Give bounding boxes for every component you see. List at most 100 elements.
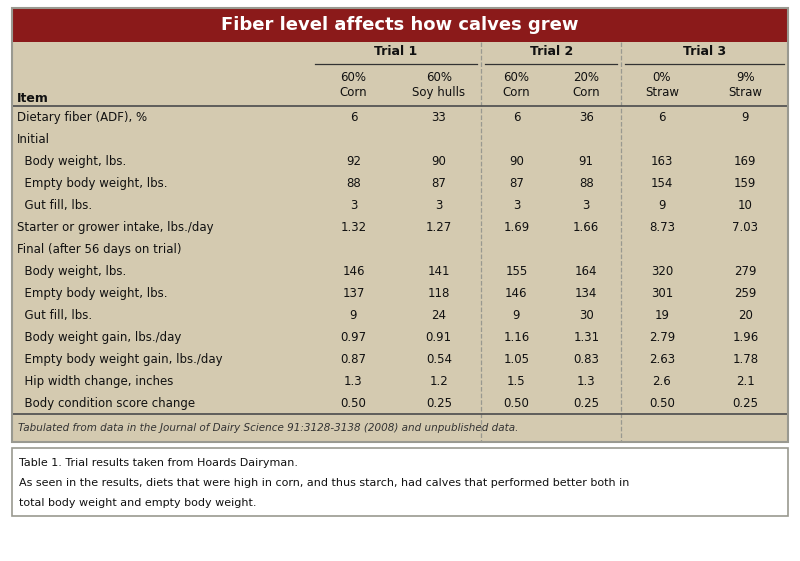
Text: Item: Item xyxy=(17,91,49,104)
Text: Empty body weight gain, lbs./day: Empty body weight gain, lbs./day xyxy=(17,352,222,366)
Text: 3: 3 xyxy=(513,199,520,211)
Text: 1.32: 1.32 xyxy=(340,220,366,233)
Text: Body condition score change: Body condition score change xyxy=(17,397,195,410)
Text: Body weight, lbs.: Body weight, lbs. xyxy=(17,264,126,278)
Text: 1.69: 1.69 xyxy=(503,220,530,233)
Text: 87: 87 xyxy=(509,177,524,190)
Bar xyxy=(12,150,788,172)
Text: 7.03: 7.03 xyxy=(732,220,758,233)
Text: Table 1. Trial results taken from Hoards Dairyman.: Table 1. Trial results taken from Hoards… xyxy=(19,458,298,468)
Bar xyxy=(12,238,788,260)
Text: 92: 92 xyxy=(346,154,361,168)
Text: Corn: Corn xyxy=(340,86,367,99)
Bar xyxy=(12,370,788,392)
Text: 88: 88 xyxy=(346,177,361,190)
Text: 159: 159 xyxy=(734,177,757,190)
Text: 20%: 20% xyxy=(574,71,599,84)
Text: Trial 3: Trial 3 xyxy=(683,45,726,58)
Text: 1.66: 1.66 xyxy=(573,220,599,233)
Text: Fiber level affects how calves grew: Fiber level affects how calves grew xyxy=(222,16,578,34)
Text: Straw: Straw xyxy=(645,86,679,99)
Text: 164: 164 xyxy=(575,264,598,278)
Bar xyxy=(12,216,788,238)
Text: 90: 90 xyxy=(509,154,524,168)
Text: 2.63: 2.63 xyxy=(649,352,675,366)
Text: 6: 6 xyxy=(513,111,520,123)
Text: 0.50: 0.50 xyxy=(503,397,530,410)
Text: 1.2: 1.2 xyxy=(430,375,448,388)
Text: 163: 163 xyxy=(650,154,673,168)
Text: 118: 118 xyxy=(428,287,450,300)
Text: 0.25: 0.25 xyxy=(732,397,758,410)
Text: 2.1: 2.1 xyxy=(736,375,754,388)
Text: 1.96: 1.96 xyxy=(732,330,758,343)
Text: 0.83: 0.83 xyxy=(574,352,599,366)
Text: 60%: 60% xyxy=(503,71,530,84)
Text: 36: 36 xyxy=(579,111,594,123)
Text: 9: 9 xyxy=(658,199,666,211)
Text: 169: 169 xyxy=(734,154,757,168)
Bar xyxy=(12,282,788,304)
Text: 137: 137 xyxy=(342,287,365,300)
Bar xyxy=(12,194,788,216)
Text: 2.6: 2.6 xyxy=(653,375,671,388)
Text: 6: 6 xyxy=(658,111,666,123)
Text: Hip width change, inches: Hip width change, inches xyxy=(17,375,174,388)
Text: 0.91: 0.91 xyxy=(426,330,452,343)
Text: 3: 3 xyxy=(435,199,442,211)
Text: Initial: Initial xyxy=(17,132,50,145)
Text: Corn: Corn xyxy=(573,86,600,99)
Text: 1.31: 1.31 xyxy=(573,330,599,343)
Text: 9: 9 xyxy=(742,111,749,123)
Text: 10: 10 xyxy=(738,199,753,211)
Text: Body weight, lbs.: Body weight, lbs. xyxy=(17,154,126,168)
Text: Straw: Straw xyxy=(728,86,762,99)
Text: 33: 33 xyxy=(431,111,446,123)
Text: 20: 20 xyxy=(738,309,753,321)
Bar xyxy=(12,8,788,442)
Bar xyxy=(12,392,788,414)
Text: 6: 6 xyxy=(350,111,357,123)
Text: 9%: 9% xyxy=(736,71,754,84)
Text: 3: 3 xyxy=(350,199,357,211)
Bar xyxy=(12,348,788,370)
Text: 0.25: 0.25 xyxy=(574,397,599,410)
Text: 0.25: 0.25 xyxy=(426,397,452,410)
Text: 0.97: 0.97 xyxy=(340,330,366,343)
Text: 90: 90 xyxy=(431,154,446,168)
Text: 19: 19 xyxy=(654,309,670,321)
Text: Soy hulls: Soy hulls xyxy=(412,86,466,99)
Text: 0%: 0% xyxy=(653,71,671,84)
Text: 0.87: 0.87 xyxy=(341,352,366,366)
Bar xyxy=(12,128,788,150)
Text: 1.27: 1.27 xyxy=(426,220,452,233)
Text: 1.3: 1.3 xyxy=(577,375,595,388)
Text: Trial 1: Trial 1 xyxy=(374,45,418,58)
Bar xyxy=(12,172,788,194)
Text: 0.50: 0.50 xyxy=(649,397,675,410)
Text: 155: 155 xyxy=(506,264,527,278)
Text: Final (after 56 days on trial): Final (after 56 days on trial) xyxy=(17,242,182,255)
Bar xyxy=(12,326,788,348)
Text: 87: 87 xyxy=(431,177,446,190)
Text: 60%: 60% xyxy=(426,71,452,84)
Text: 1.5: 1.5 xyxy=(507,375,526,388)
Text: 1.05: 1.05 xyxy=(503,352,530,366)
Text: 146: 146 xyxy=(505,287,528,300)
Text: 88: 88 xyxy=(579,177,594,190)
Bar xyxy=(12,448,788,516)
Text: 146: 146 xyxy=(342,264,365,278)
Text: As seen in the results, diets that were high in corn, and thus starch, had calve: As seen in the results, diets that were … xyxy=(19,478,630,488)
Text: Gut fill, lbs.: Gut fill, lbs. xyxy=(17,199,92,211)
Text: 9: 9 xyxy=(350,309,357,321)
Text: 24: 24 xyxy=(431,309,446,321)
Text: 30: 30 xyxy=(579,309,594,321)
Text: Corn: Corn xyxy=(502,86,530,99)
Text: Dietary fiber (ADF), %: Dietary fiber (ADF), % xyxy=(17,111,147,123)
Text: 320: 320 xyxy=(650,264,673,278)
Text: 154: 154 xyxy=(650,177,673,190)
Text: 0.54: 0.54 xyxy=(426,352,452,366)
Text: Body weight gain, lbs./day: Body weight gain, lbs./day xyxy=(17,330,182,343)
Text: Tabulated from data in the Journal of Dairy Science 91:3128-3138 (2008) and unpu: Tabulated from data in the Journal of Da… xyxy=(18,423,518,433)
Text: 279: 279 xyxy=(734,264,757,278)
